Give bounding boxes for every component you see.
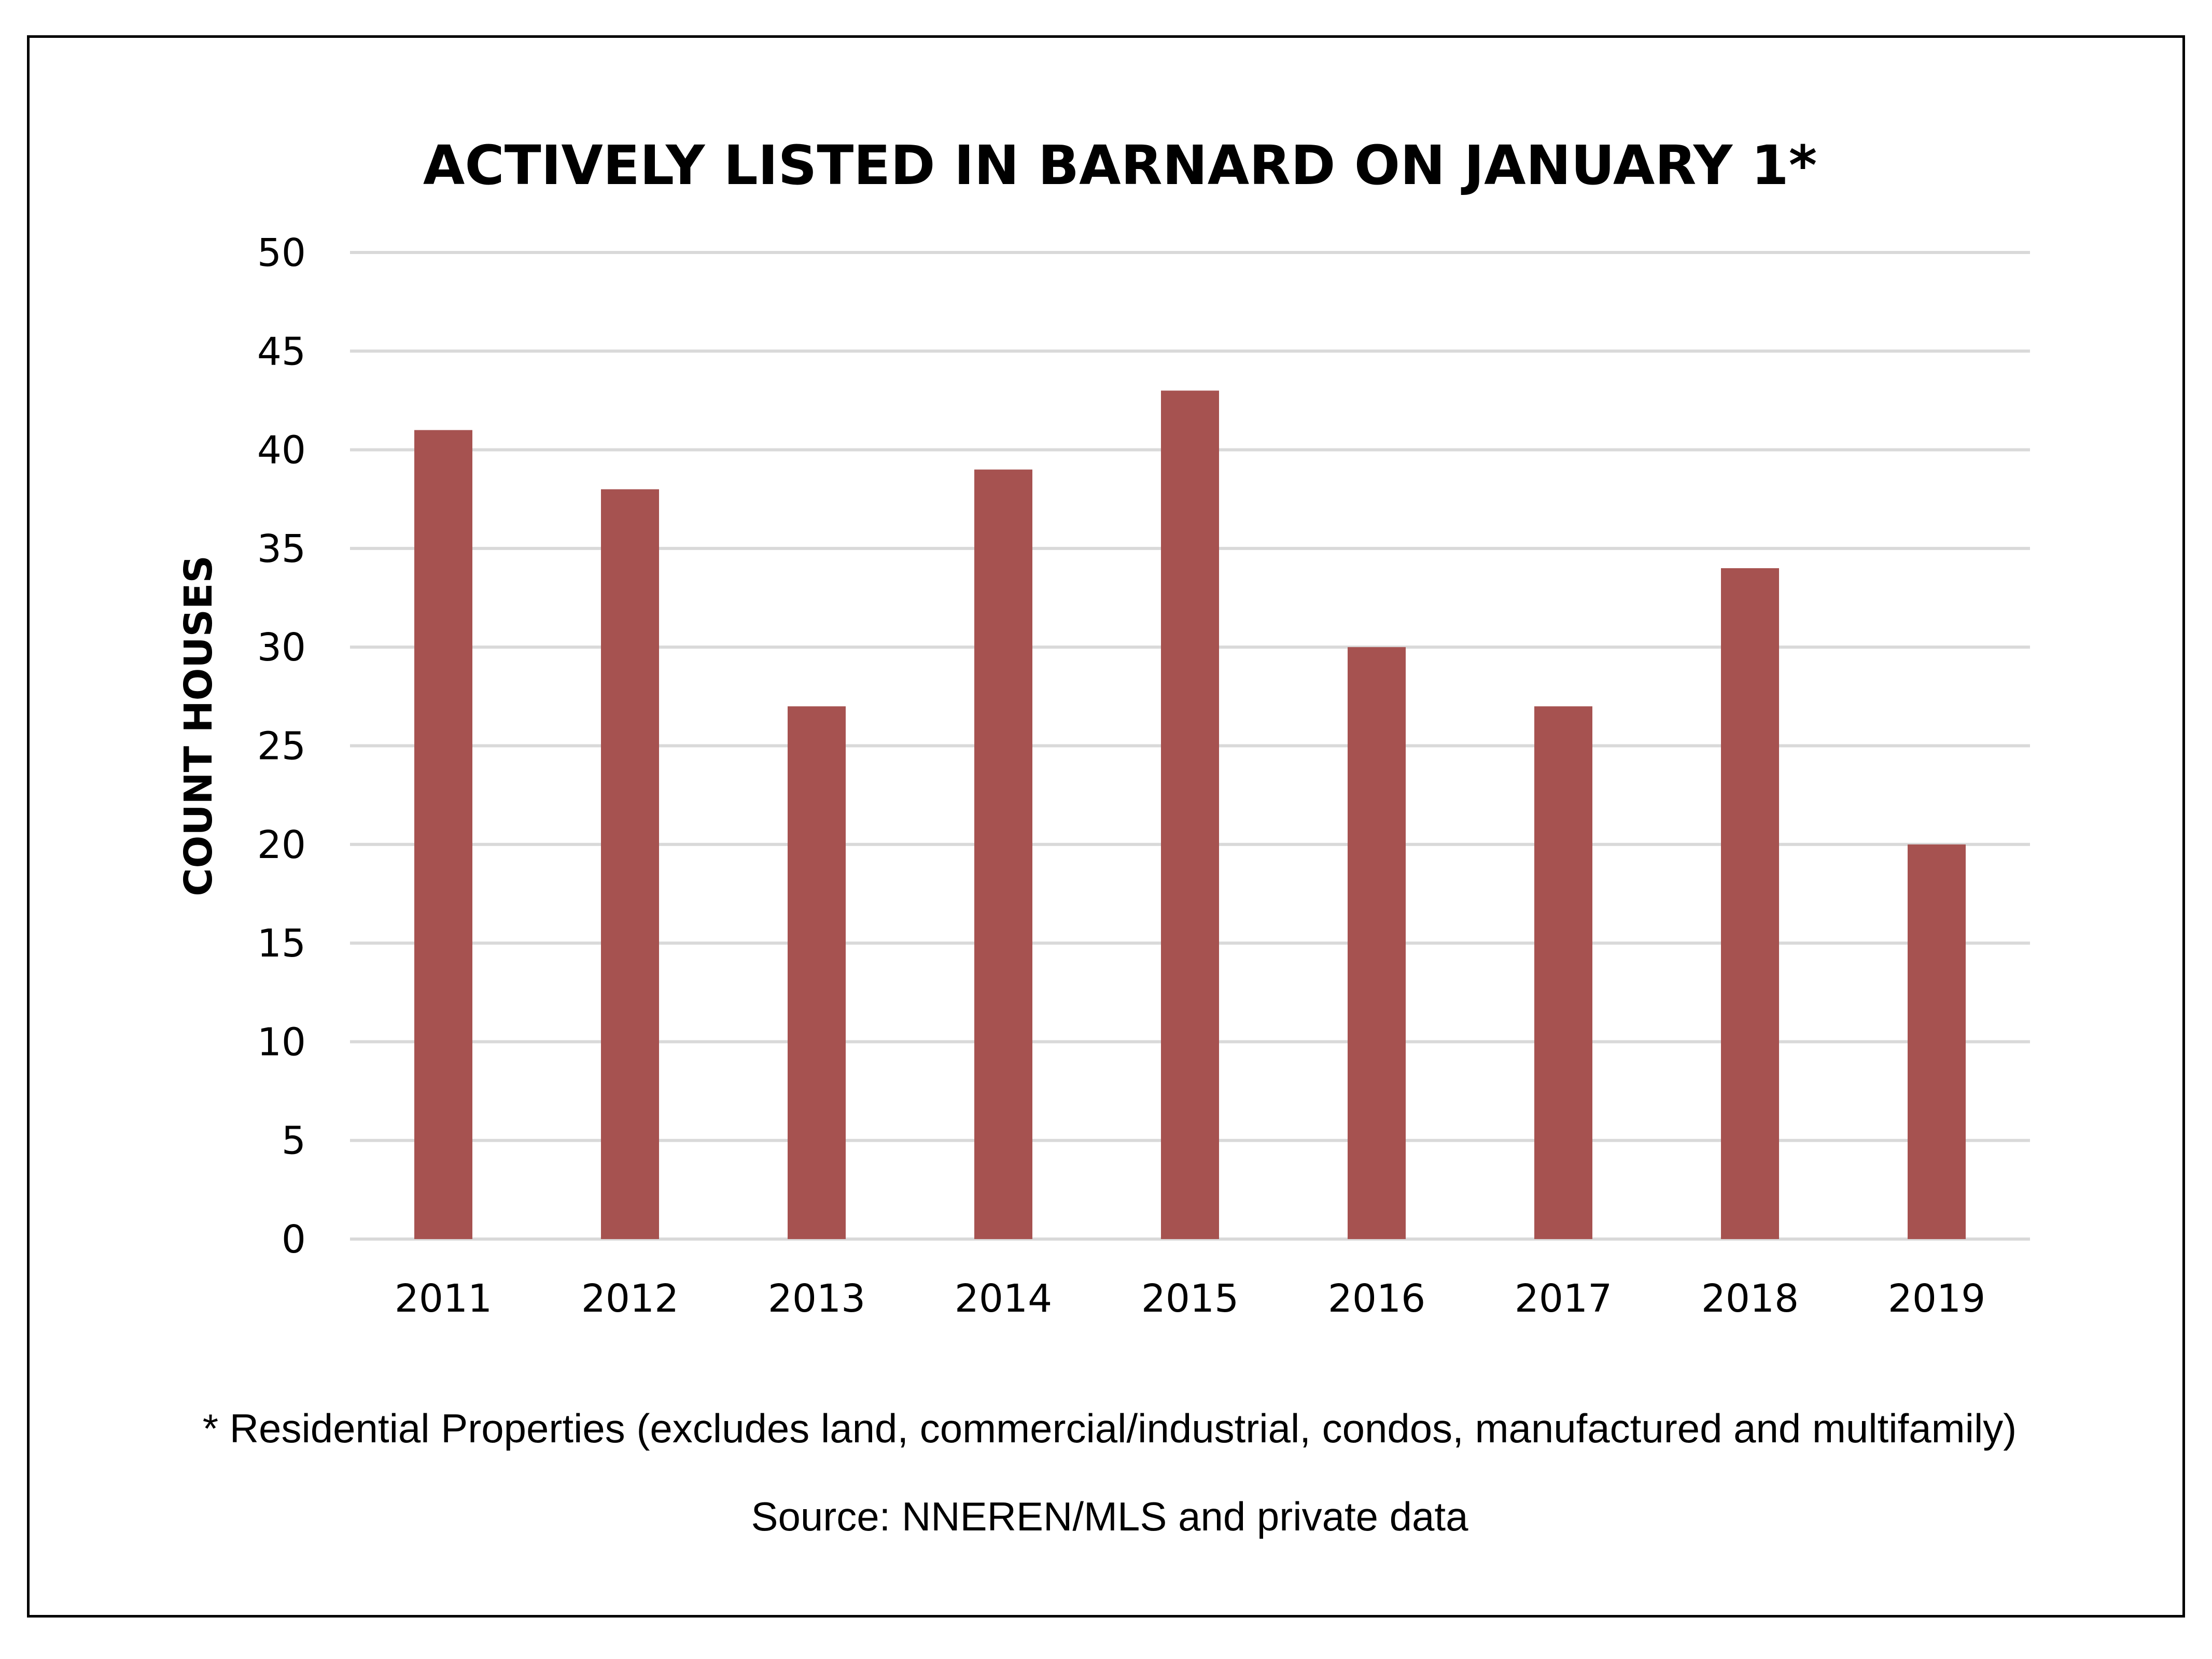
y-tick-label: 30 bbox=[257, 625, 306, 670]
bar-2019 bbox=[1908, 844, 1966, 1239]
bar-2012 bbox=[601, 489, 659, 1239]
y-tick-label: 10 bbox=[257, 1020, 306, 1064]
y-tick-label: 45 bbox=[257, 329, 306, 374]
bar-2018 bbox=[1721, 568, 1779, 1239]
x-tick-label: 2012 bbox=[581, 1276, 679, 1321]
y-tick-label: 25 bbox=[257, 724, 306, 769]
y-tick-label: 0 bbox=[282, 1217, 306, 1262]
bar-2014 bbox=[974, 469, 1032, 1240]
y-axis-label: COUNT HOUSES bbox=[176, 555, 221, 896]
x-tick-label: 2018 bbox=[1701, 1276, 1799, 1321]
chart-title: ACTIVELY LISTED IN BARNARD ON JANUARY 1* bbox=[423, 134, 1817, 197]
bar-2011 bbox=[414, 430, 472, 1239]
chart-frame bbox=[27, 35, 2185, 1618]
bar-2016 bbox=[1348, 647, 1406, 1239]
bar-2017 bbox=[1534, 706, 1592, 1239]
x-tick-label: 2013 bbox=[768, 1276, 865, 1321]
x-tick-label: 2016 bbox=[1328, 1276, 1425, 1321]
y-tick-label: 35 bbox=[257, 527, 306, 571]
source-note: Source: NNEREN/MLS and private data bbox=[751, 1494, 1469, 1539]
y-tick-label: 40 bbox=[257, 428, 306, 473]
x-tick-label: 2014 bbox=[955, 1276, 1052, 1321]
y-tick-label: 5 bbox=[282, 1119, 306, 1163]
y-tick-label: 15 bbox=[257, 921, 306, 966]
bars bbox=[414, 390, 1966, 1240]
footnote: * Residential Properties (excludes land,… bbox=[203, 1405, 2017, 1451]
x-tick-label: 2011 bbox=[395, 1276, 492, 1321]
y-tick-label: 50 bbox=[257, 231, 306, 275]
x-tick-label: 2017 bbox=[1515, 1276, 1612, 1321]
y-tick-label: 20 bbox=[257, 823, 306, 867]
x-axis-ticks: 2011 2012 2013 2014 2015 2016 2017 2018 2019 bbox=[395, 1276, 1985, 1321]
bar-2015 bbox=[1161, 390, 1219, 1240]
x-tick-label: 2019 bbox=[1888, 1276, 1985, 1321]
y-axis-ticks: 0 5 10 15 20 25 30 35 40 45 50 bbox=[257, 231, 306, 1262]
bar-2013 bbox=[788, 706, 846, 1239]
x-tick-label: 2015 bbox=[1141, 1276, 1239, 1321]
